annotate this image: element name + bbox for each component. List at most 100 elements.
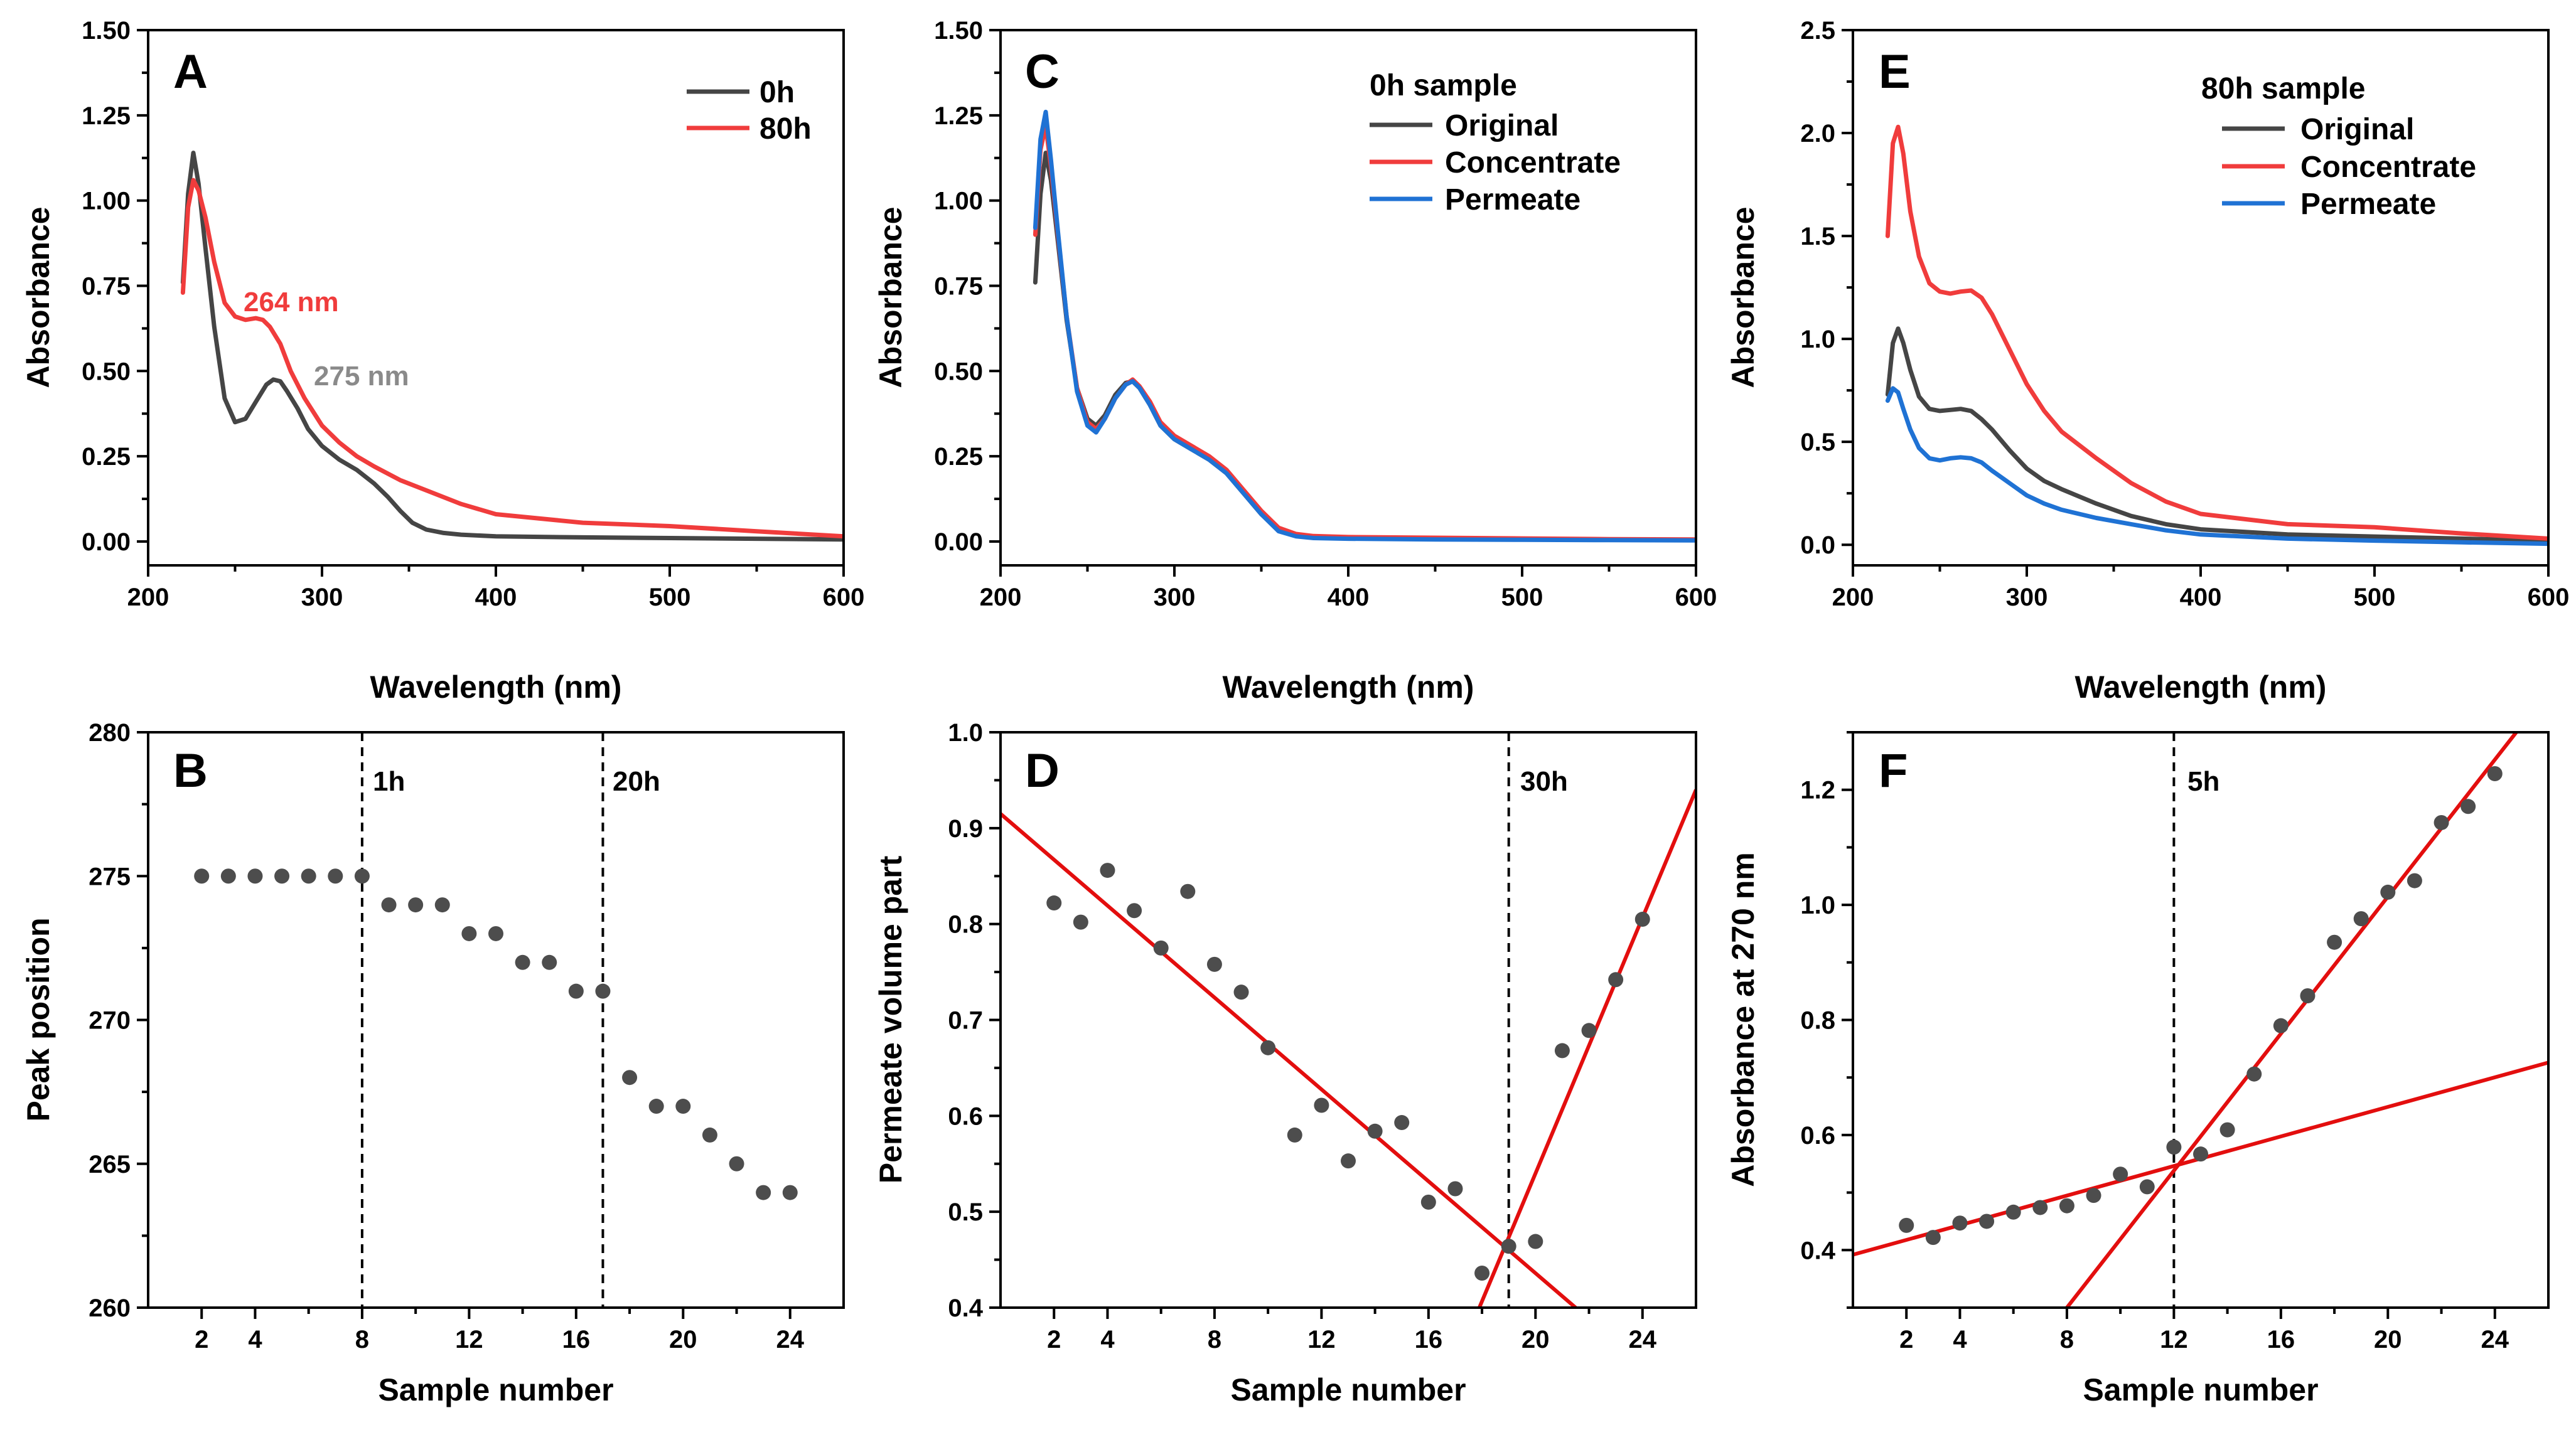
plot-frame (999, 731, 1697, 1309)
y-tick-label: 0.4 (1800, 1237, 1835, 1264)
x-tick-label: 600 (1675, 584, 1717, 611)
plot-area (1033, 109, 1696, 543)
x-tick-label: 12 (1307, 1326, 1336, 1353)
data-point (1474, 1265, 1490, 1281)
data-point (1073, 914, 1088, 930)
data-point (1925, 1230, 1941, 1246)
fit-line-1 (1001, 812, 1577, 1308)
data-point (2005, 1204, 2021, 1220)
data-point (1127, 903, 1142, 919)
y-tick-label: 0.00 (934, 528, 983, 556)
data-point (782, 1185, 798, 1200)
data-point (702, 1127, 717, 1143)
fit-line-2 (1478, 789, 1696, 1308)
legend: 0h sample Original Concentrate Permeate (1370, 69, 1621, 216)
data-point (1287, 1127, 1302, 1143)
data-point (2219, 1122, 2235, 1138)
data-point (2166, 1139, 2182, 1155)
vline-label-20h: 20h (613, 766, 660, 797)
legend-title: 80h sample (2201, 72, 2365, 105)
data-point (2246, 1066, 2262, 1082)
data-point (1979, 1214, 1995, 1229)
data-point (1394, 1115, 1410, 1131)
y-tick-label: 1.25 (82, 102, 131, 130)
data-point (675, 1099, 691, 1114)
data-point (1501, 1239, 1516, 1254)
series-line-0h (180, 151, 844, 542)
data-point (381, 897, 397, 913)
data-point (648, 1099, 664, 1114)
legend-label-concentrate: Concentrate (2300, 151, 2476, 184)
data-point (1206, 956, 1222, 972)
x-axis-title: Sample number (1230, 1372, 1466, 1407)
y-tick-label: 0.9 (948, 815, 983, 843)
data-point (2139, 1179, 2155, 1195)
x-tick-label: 20 (1521, 1326, 1550, 1353)
y-tick-label: 0.7 (948, 1007, 983, 1035)
peak-annotation-264nm: 264 nm (244, 287, 339, 317)
y-axis-title: Permeate volume part (873, 855, 908, 1183)
y-tick-label: 0.25 (82, 443, 131, 471)
x-tick-label: 600 (823, 584, 865, 611)
data-point (2487, 766, 2503, 782)
y-tick-label: 0.5 (1800, 429, 1835, 456)
x-tick-label: 20 (669, 1326, 697, 1353)
x-axis-title: Sample number (378, 1372, 613, 1407)
plot-area (1853, 732, 2548, 1308)
data-point (328, 868, 343, 884)
panel-f: 2 4 8 12 16 20 240.40.60.81.01.2 F Sample numb… (1725, 731, 2550, 1407)
vline-label-30h: 30h (1520, 766, 1568, 797)
x-tick-label: 16 (1415, 1326, 1443, 1353)
data-point (274, 868, 290, 884)
data-point (488, 926, 503, 941)
plot-frame (999, 29, 1697, 567)
y-tick-label: 0.50 (82, 358, 131, 385)
legend-label-permeate: Permeate (2300, 188, 2436, 221)
x-tick-label: 300 (2006, 584, 2048, 611)
data-point (1180, 883, 1196, 899)
data-point (622, 1070, 638, 1086)
panel-letter: C (1025, 45, 1060, 99)
y-tick-label: 0.6 (948, 1102, 983, 1130)
data-point (1447, 1181, 1463, 1197)
x-tick-label: 8 (355, 1326, 369, 1353)
y-tick-label: 270 (89, 1007, 131, 1035)
data-point (2086, 1188, 2101, 1203)
x-tick-label: 500 (2354, 584, 2396, 611)
legend: 0h 80h (687, 76, 812, 146)
data-point (247, 868, 263, 884)
plot-frame (1852, 29, 2550, 567)
y-tick-label: 0.50 (934, 358, 983, 385)
y-axis-title: Absorbance (1725, 207, 1761, 388)
panel-e: 200 300 400 500 600 0.0 0.5 1.0 1.5 2.0 2.5 E Wave… (1725, 17, 2569, 705)
y-tick-label: 0.5 (948, 1198, 983, 1226)
peak-annotation-275nm: 275 nm (314, 361, 409, 392)
data-point (568, 983, 584, 999)
x-tick-label: 4 (1953, 1326, 1967, 1353)
x-tick-label: 2 (1047, 1326, 1061, 1353)
data-point (1367, 1123, 1383, 1139)
y-tick-label: 1.50 (934, 17, 983, 45)
data-point (408, 897, 424, 913)
data-point (1634, 912, 1650, 927)
x-tick-label: 2 (195, 1326, 208, 1353)
y-axis-title: Absorbance at 270 nm (1725, 852, 1761, 1187)
x-tick-label: 300 (301, 584, 343, 611)
data-point (1554, 1043, 1570, 1059)
data-point (354, 868, 370, 884)
y-tick-label: 0.8 (948, 911, 983, 939)
data-point (2434, 814, 2449, 830)
x-tick-label: 500 (649, 584, 691, 611)
x-tick-label: 400 (475, 584, 517, 611)
x-tick-label: 24 (1629, 1326, 1657, 1353)
x-tick-label: 24 (776, 1326, 805, 1353)
x-tick-label: 8 (2060, 1326, 2074, 1353)
x-tick-label: 200 (980, 584, 1022, 611)
data-point (461, 926, 477, 941)
data-point (2193, 1146, 2208, 1162)
data-point (301, 868, 316, 884)
data-point (2353, 911, 2369, 927)
data-point (595, 983, 611, 999)
